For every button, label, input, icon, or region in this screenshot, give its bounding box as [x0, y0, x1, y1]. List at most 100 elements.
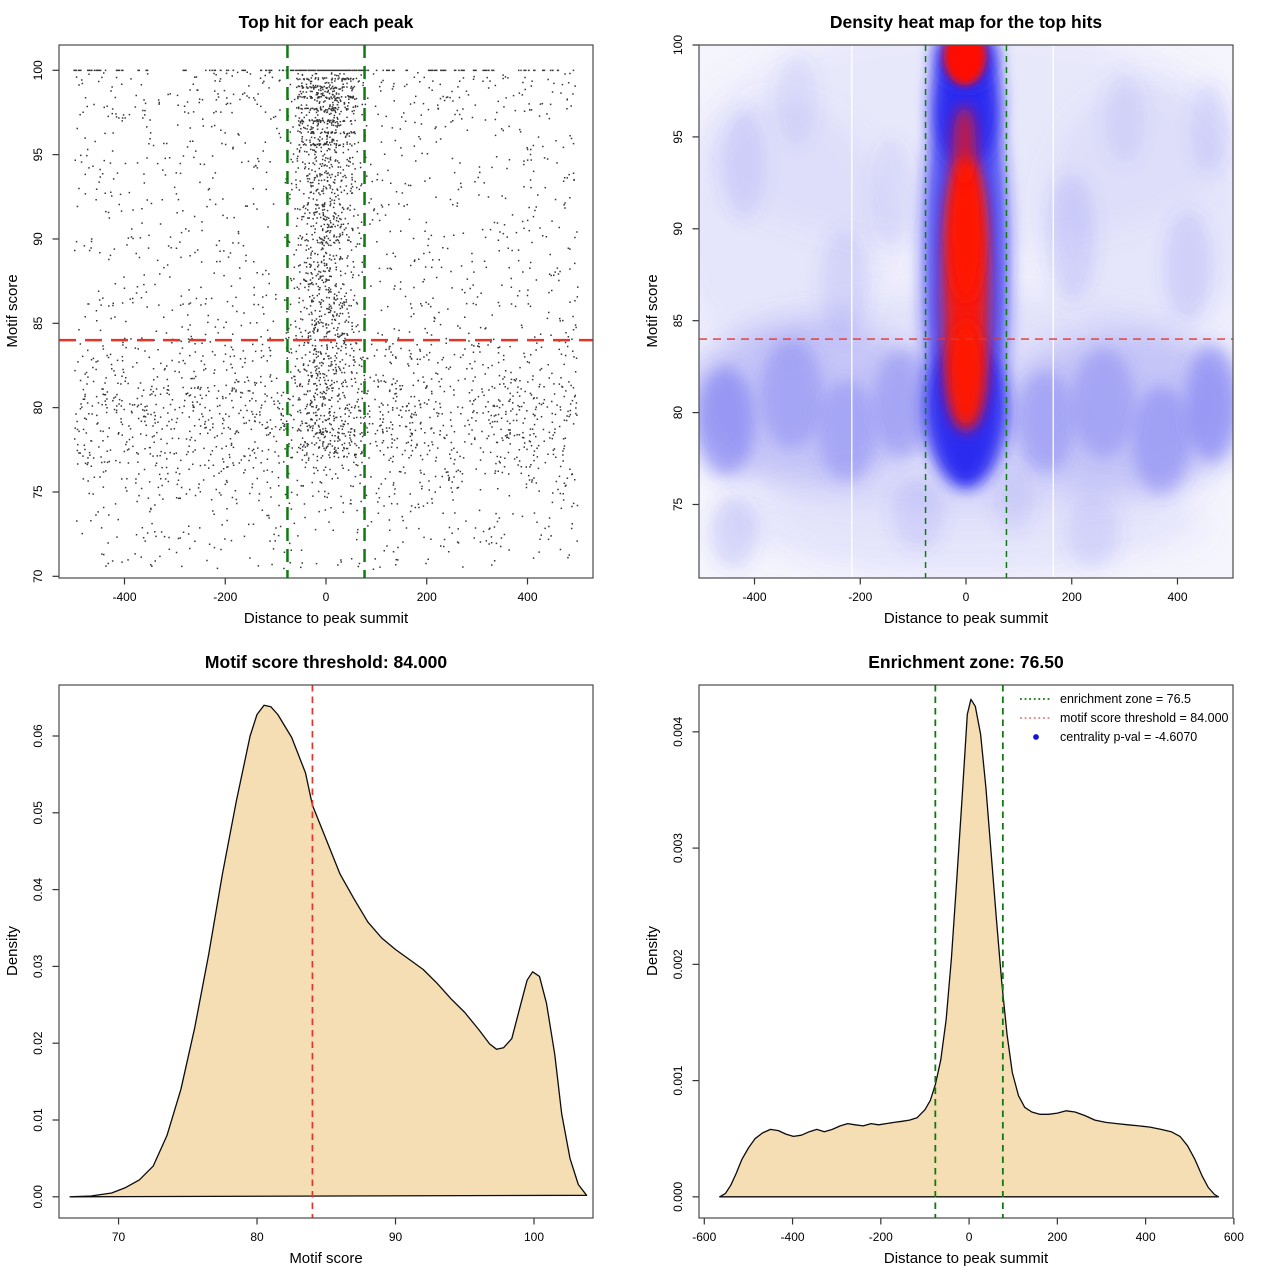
x-tick-label: 200: [417, 590, 437, 604]
heat-blob-band: [1066, 495, 1120, 569]
x-tick-label: 400: [1136, 1230, 1156, 1244]
y-tick-label: 95: [671, 130, 685, 144]
chart-title: Top hit for each peak: [239, 12, 414, 32]
y-axis-label: Density: [644, 925, 661, 976]
plot-box: [698, 684, 1234, 1219]
legend-entry-label: enrichment zone = 76.5: [1060, 692, 1191, 706]
y-tick-label: 80: [671, 406, 685, 420]
x-tick-label: -200: [848, 590, 872, 604]
scatter-points: [73, 69, 579, 570]
heat-blob-cap: [943, 45, 986, 86]
motif-score-density-curve: [69, 704, 588, 1198]
y-tick-label: 0.02: [31, 1031, 45, 1055]
y-tick-label: 0.003: [671, 833, 685, 863]
heat-blob-band: [873, 348, 932, 459]
heat-blob-band: [699, 366, 755, 477]
heat-blob-core: [952, 105, 976, 187]
x-tick-label: 200: [1047, 1230, 1067, 1244]
x-tick-label: 400: [517, 590, 537, 604]
x-tick-label: 100: [524, 1230, 544, 1244]
y-tick-label: 90: [671, 222, 685, 236]
x-tick-label: -400: [112, 590, 136, 604]
legend: enrichment zone = 76.5 motif score thresh…: [1020, 692, 1229, 744]
y-tick-label: 0.01: [31, 1108, 45, 1132]
plot-box: [58, 684, 594, 1219]
chart-title: Density heat map for the top hits: [830, 12, 1103, 32]
heat-blob-band: [817, 379, 877, 483]
y-tick-label: 0.03: [31, 954, 45, 978]
heat-blob-band: [1132, 385, 1191, 496]
x-tick-label: 0: [966, 1230, 973, 1244]
heat-blob-band: [722, 109, 765, 220]
chart-title: Motif score threshold: 84.000: [205, 652, 447, 672]
x-tick-label: 600: [1224, 1230, 1244, 1244]
heat-blob-band: [820, 228, 869, 339]
x-axis-label: Distance to peak summit: [244, 610, 409, 627]
panel-top-hit-scatter: Top hit for each peak Distance to peak su…: [0, 0, 640, 640]
x-tick-label: 90: [389, 1230, 403, 1244]
y-tick-label: 0.06: [31, 724, 45, 748]
legend-entry-label: centrality p-val = -4.6070: [1060, 730, 1197, 744]
x-tick-label: 70: [112, 1230, 126, 1244]
y-tick-label: 75: [671, 497, 685, 511]
y-tick-label: 80: [31, 401, 45, 415]
y-tick-label: 0.004: [671, 717, 685, 747]
y-tick-label: 100: [671, 35, 685, 55]
y-axis-label: Motif score: [4, 274, 21, 347]
heat-blob-band: [1185, 344, 1233, 463]
plot-box: [698, 44, 1234, 579]
heatmap-plot: Density heat map for the top hits Distanc…: [644, 12, 1234, 627]
x-tick-label: 80: [250, 1230, 264, 1244]
x-axis-label: Motif score: [289, 1250, 362, 1267]
scatter-plot: Top hit for each peak Distance to peak su…: [4, 12, 594, 627]
y-tick-label: 70: [31, 569, 45, 583]
enrichment-zone-density-plot: Enrichment zone: 76.50 Distance to peak s…: [644, 652, 1244, 1267]
chart-title: Enrichment zone: 76.50: [868, 652, 1064, 672]
heat-blob-band: [1071, 348, 1136, 459]
x-tick-label: 0: [963, 590, 970, 604]
heat-blob-band: [870, 136, 914, 248]
heat-blob-band: [1190, 81, 1228, 174]
y-tick-label: 85: [671, 314, 685, 328]
x-axis-label: Distance to peak summit: [884, 610, 1049, 627]
heat-blob-band: [992, 458, 1035, 533]
heatmap-field: [699, 45, 1233, 578]
heat-blob-core: [948, 155, 984, 303]
y-tick-label: 0.001: [671, 1065, 685, 1095]
motif-score-density-plot: Motif score threshold: 84.000 Motif score…: [4, 652, 594, 1267]
panel-motif-score-density: Motif score threshold: 84.000 Motif score…: [0, 640, 640, 1280]
x-tick-label: -200: [869, 1230, 893, 1244]
y-tick-label: 0.05: [31, 801, 45, 825]
y-axis-label: Density: [4, 925, 21, 976]
panel-enrichment-zone-density: Enrichment zone: 76.50 Distance to peak s…: [640, 640, 1280, 1280]
x-tick-label: 200: [1062, 590, 1082, 604]
panel-density-heatmap: Density heat map for the top hits Distanc…: [640, 0, 1280, 640]
x-tick-label: -600: [692, 1230, 716, 1244]
heat-blob-band: [759, 339, 824, 450]
x-tick-label: 400: [1167, 590, 1187, 604]
x-tick-label: -400: [781, 1230, 805, 1244]
x-axis-label: Distance to peak summit: [884, 1250, 1049, 1267]
heat-blob-band: [892, 476, 945, 551]
heat-blob-band: [1164, 210, 1212, 321]
legend-swatch-point: [1033, 734, 1039, 740]
heat-blob-band: [775, 54, 818, 146]
distance-density-curve: [719, 698, 1220, 1198]
y-tick-label: 75: [31, 485, 45, 499]
y-tick-label: 0.00: [31, 1185, 45, 1209]
heat-blob-band: [1016, 370, 1075, 474]
y-tick-label: 95: [31, 148, 45, 162]
y-tick-label: 0.04: [31, 878, 45, 902]
y-tick-label: 85: [31, 316, 45, 330]
heat-blob-band: [709, 495, 758, 569]
legend-entry-label: motif score threshold = 84.000: [1060, 711, 1229, 725]
y-tick-label: 0.000: [671, 1182, 685, 1212]
heat-blob-band: [1047, 173, 1096, 303]
x-tick-label: 0: [323, 590, 330, 604]
x-tick-label: -200: [213, 590, 237, 604]
heat-blob-band: [1103, 72, 1146, 165]
plot-box: [58, 44, 594, 579]
x-tick-label: -400: [742, 590, 766, 604]
y-tick-label: 100: [31, 60, 45, 80]
